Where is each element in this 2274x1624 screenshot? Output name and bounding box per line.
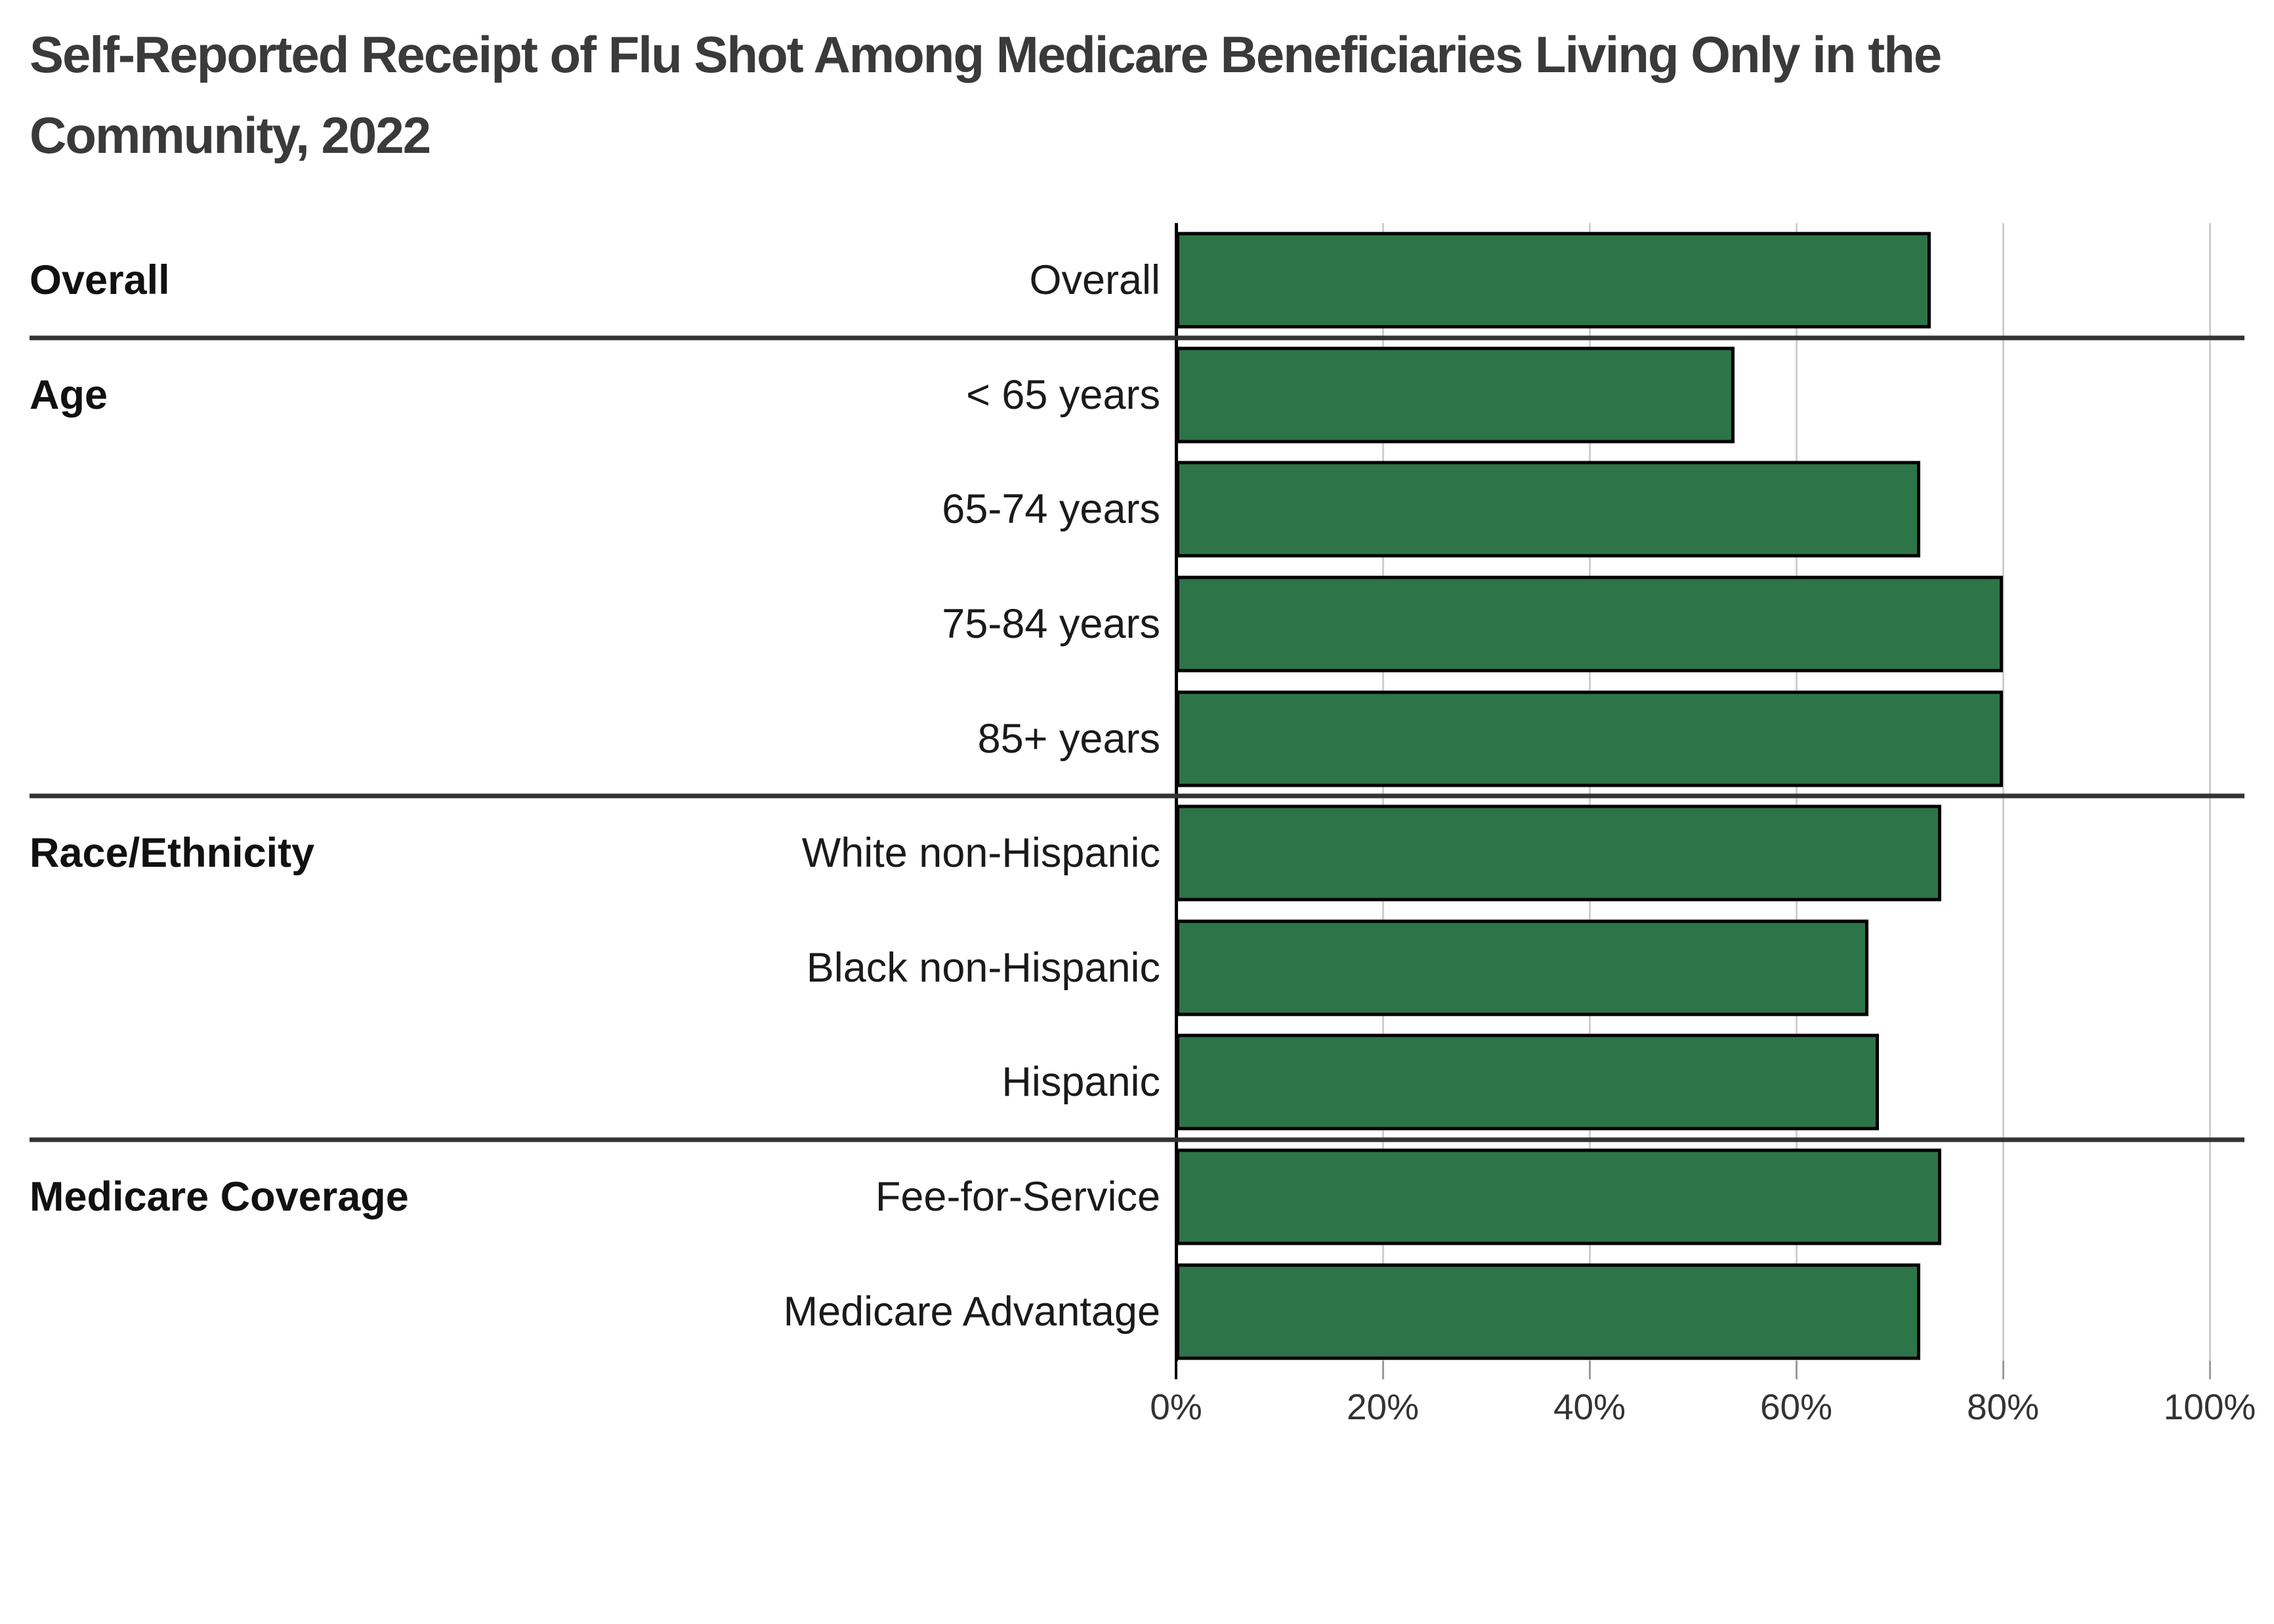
bar — [1176, 575, 2003, 673]
chart-row: White non-Hispanic — [30, 796, 2244, 911]
chart-row: Hispanic — [30, 1025, 2244, 1140]
group-label-1: Age — [30, 371, 108, 418]
row-label: Medicare Advantage — [783, 1288, 1160, 1335]
group-label-0: Overall — [30, 257, 170, 304]
bar-track — [1176, 1033, 2210, 1131]
bar-track — [1176, 1263, 2210, 1360]
row-label: Hispanic — [1001, 1059, 1160, 1106]
bar — [1176, 690, 2003, 787]
bar-track — [1176, 346, 2210, 444]
group-separator — [30, 335, 2244, 341]
tick-label-100: 100% — [2163, 1386, 2256, 1427]
tick-label-80: 80% — [1966, 1386, 2040, 1427]
chart-group-2: Race/Ethnicity White non-Hispanic Black no… — [30, 796, 2244, 1140]
chart-row: Overall — [30, 223, 2244, 338]
bar — [1176, 804, 1941, 902]
row-label: Fee-for-Service — [875, 1174, 1160, 1220]
chart-groups: Overall Overall Age < 65 years 65-74 years 75… — [30, 223, 2244, 1369]
y-axis-line — [1175, 223, 1178, 1361]
row-label: 85+ years — [977, 715, 1160, 762]
chart-row: 85+ years — [30, 681, 2244, 796]
x-axis-tick-marks — [1175, 1361, 2213, 1381]
chart-group-1: Age < 65 years 65-74 years 75-84 years 85+ y… — [30, 338, 2244, 796]
bar — [1176, 232, 1931, 329]
gridline-40 — [1589, 223, 1591, 1361]
row-label: White non-Hispanic — [801, 830, 1160, 877]
tick-mark-100 — [2209, 1361, 2211, 1379]
bar-track — [1176, 232, 2210, 329]
bar-track — [1176, 1148, 2210, 1245]
x-axis-tick-labels: 0% 20% 40% 60% 80% 100% — [1150, 1386, 2256, 1432]
tick-mark-40 — [1589, 1361, 1591, 1379]
bar — [1176, 1148, 1941, 1245]
bar-track — [1176, 461, 2210, 558]
tick-label-60: 60% — [1759, 1386, 1833, 1427]
chart-row: Black non-Hispanic — [30, 911, 2244, 1026]
bar — [1176, 461, 1920, 558]
row-label: Black non-Hispanic — [806, 944, 1160, 991]
tick-label-0: 0% — [1150, 1386, 1202, 1427]
gridline-20 — [1382, 223, 1384, 1361]
bar-track — [1176, 804, 2210, 902]
gridline-100 — [2209, 223, 2211, 1361]
group-label-3: Medicare Coverage — [30, 1174, 409, 1220]
group-separator — [30, 1137, 2244, 1142]
row-label: 65-74 years — [942, 486, 1160, 533]
chart-row: 65-74 years — [30, 452, 2244, 567]
gridline-60 — [1796, 223, 1798, 1361]
gridline-80 — [2002, 223, 2004, 1361]
tick-mark-80 — [2002, 1361, 2004, 1379]
chart-row: Medicare Advantage — [30, 1254, 2244, 1369]
chart-row: < 65 years — [30, 338, 2244, 453]
bar-track — [1176, 575, 2210, 673]
gridline-layer — [1175, 223, 2213, 1361]
bar — [1176, 1263, 1920, 1360]
chart-group-3: Medicare Coverage Fee-for-Service Medicare… — [30, 1140, 2244, 1369]
row-label: 75-84 years — [942, 601, 1160, 648]
chart-row: Fee-for-Service — [30, 1140, 2244, 1255]
tick-label-40: 40% — [1553, 1386, 1626, 1427]
bar — [1176, 919, 1869, 1016]
tick-label-20: 20% — [1346, 1386, 1420, 1427]
bar-track — [1176, 690, 2210, 787]
group-separator — [30, 793, 2244, 799]
bar-track — [1176, 919, 2210, 1016]
tick-mark-60 — [1796, 1361, 1798, 1379]
bar — [1176, 346, 1735, 444]
tick-mark-20 — [1382, 1361, 1384, 1379]
group-label-2: Race/Ethnicity — [30, 830, 315, 877]
chart-title: Self-Reported Receipt of Flu Shot Among … — [30, 26, 1942, 165]
row-label: < 65 years — [966, 371, 1160, 418]
chart-group-0: Overall Overall — [30, 223, 2244, 338]
bar — [1176, 1033, 1879, 1131]
chart-row: 75-84 years — [30, 567, 2244, 682]
tick-mark-0 — [1175, 1361, 1177, 1379]
row-label: Overall — [1029, 257, 1160, 304]
